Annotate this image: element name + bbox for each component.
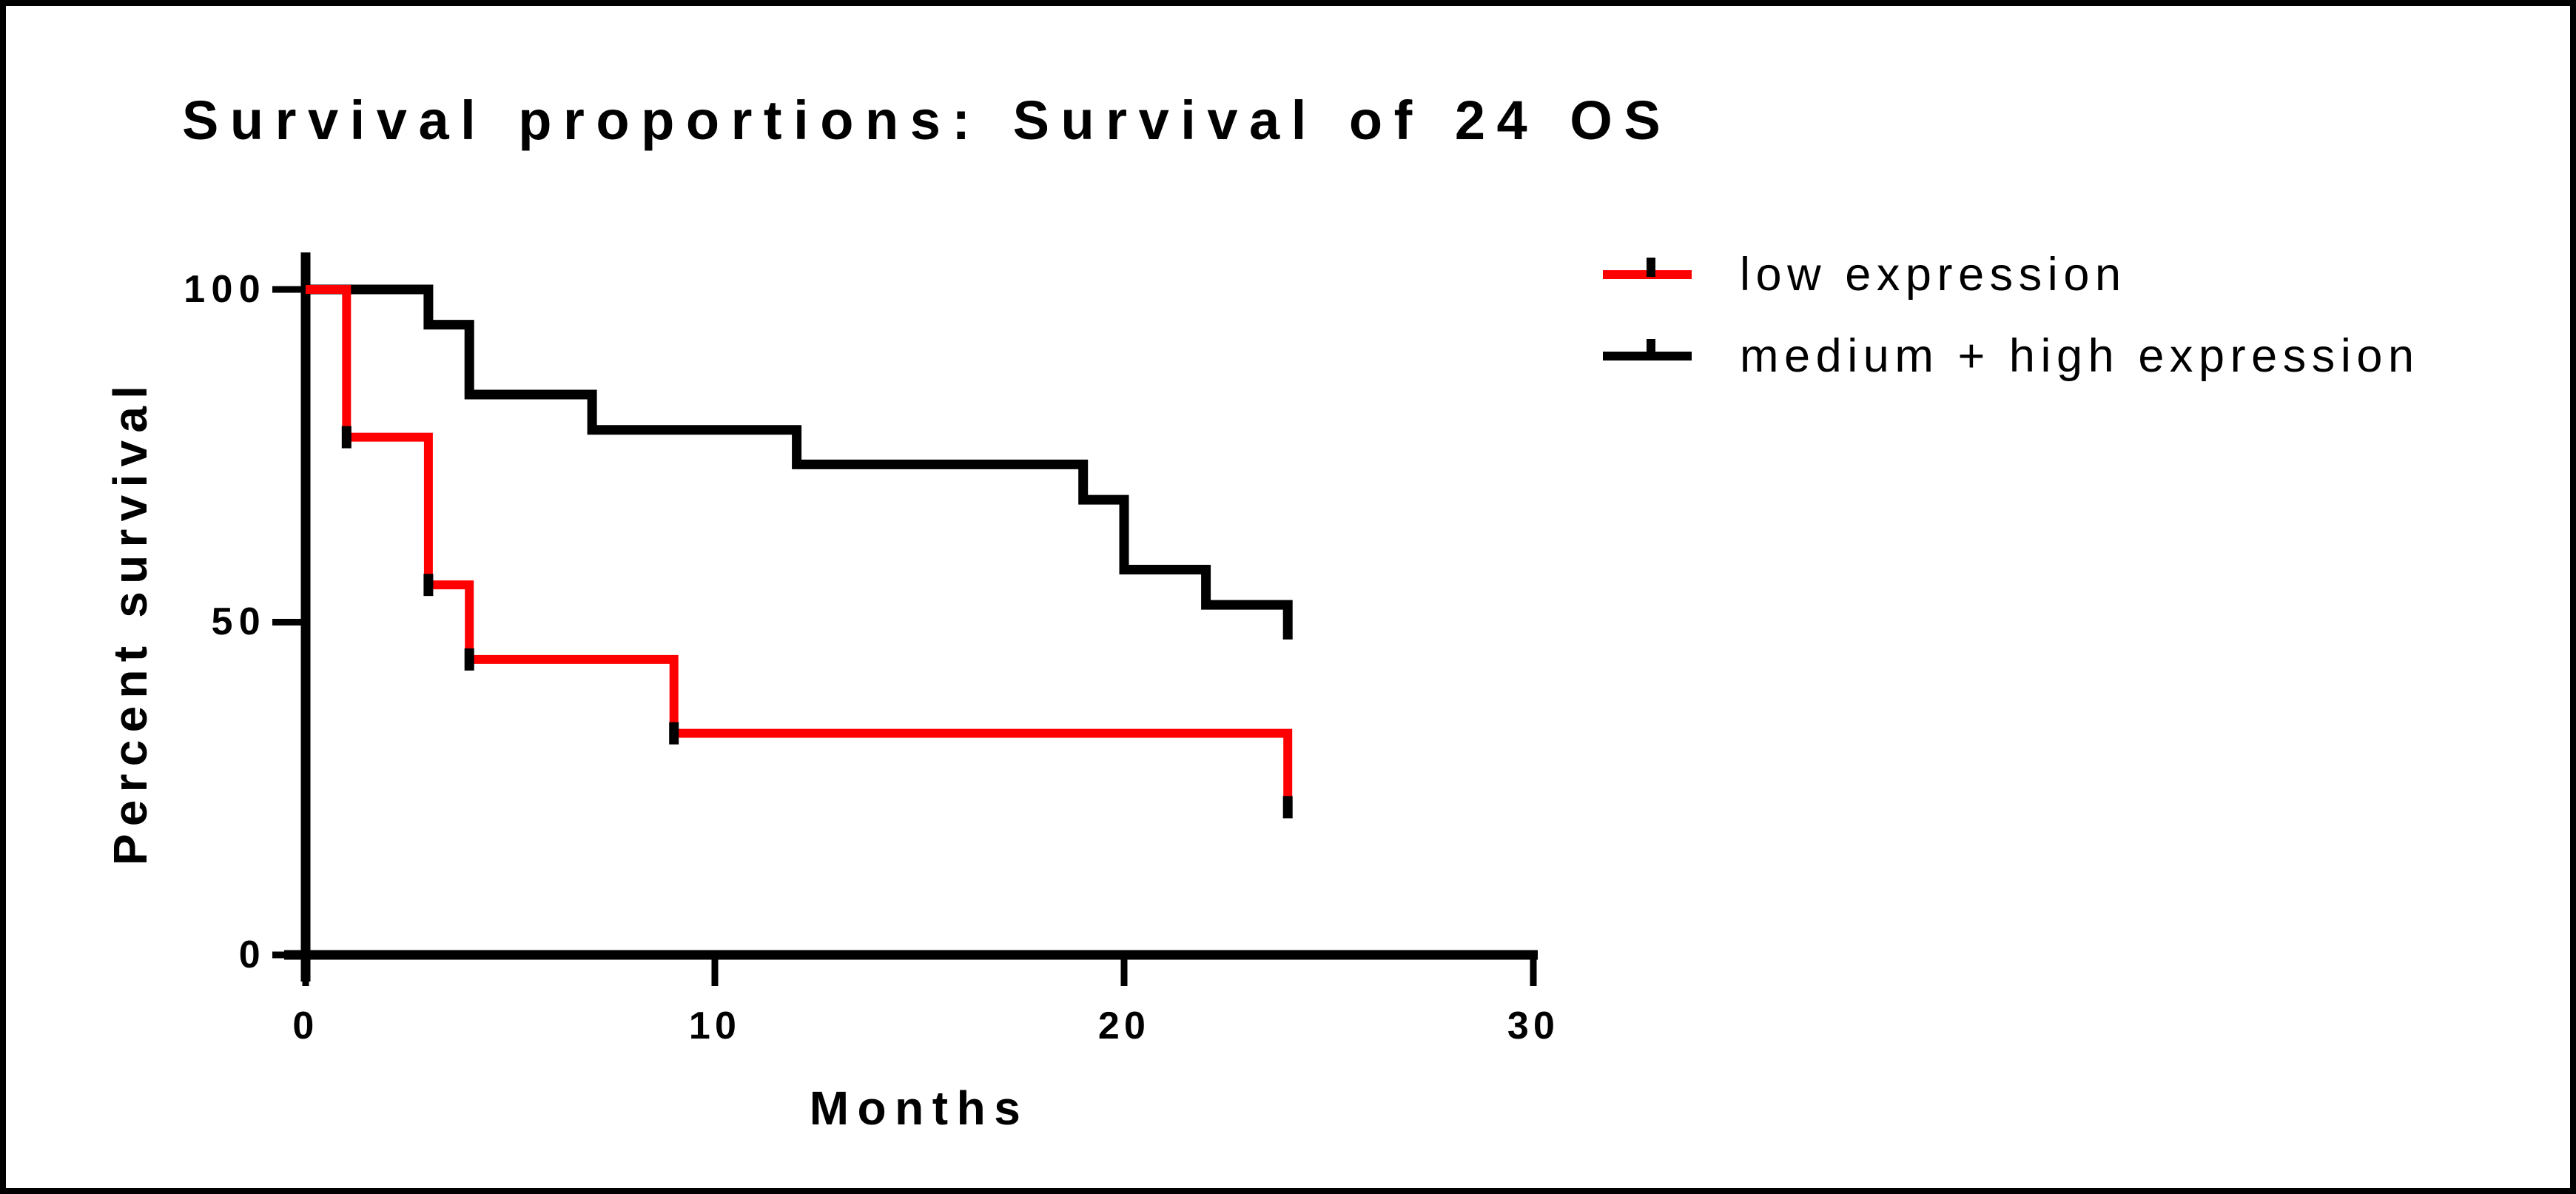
y-tick-label-100: 100 [184,268,266,311]
event-tick-mark [669,722,679,745]
event-tick-mark [1282,796,1293,819]
survival-curve-low-expression [306,285,1293,808]
y-axis-title: Percent survival [104,378,157,866]
km-plot-canvas [272,252,1538,986]
y-tick-label-50: 50 [211,600,266,643]
legend-censor-tick-icon [1647,258,1655,277]
event-tick-mark [464,648,474,671]
event-tick-mark [423,574,434,597]
survival-curve-medium-high-expression [306,284,1293,640]
x-tick-label-0: 0 [292,1004,319,1047]
chart-title: Survival proportions: Survival of 24 OS [182,90,1672,151]
y-tick-label-0: 0 [238,933,266,976]
x-tick-label-30: 30 [1507,1004,1560,1047]
x-tick-label-20: 20 [1097,1004,1151,1047]
event-tick-mark [341,426,352,449]
x-axis-title: Months [809,1081,1029,1135]
legend-label-medium-high-expression: medium + high expression [1740,330,2420,382]
x-tick-label-10: 10 [688,1004,741,1047]
legend-censor-tick-icon [1647,339,1655,358]
legend-label-low-expression: low expression [1740,249,2127,301]
